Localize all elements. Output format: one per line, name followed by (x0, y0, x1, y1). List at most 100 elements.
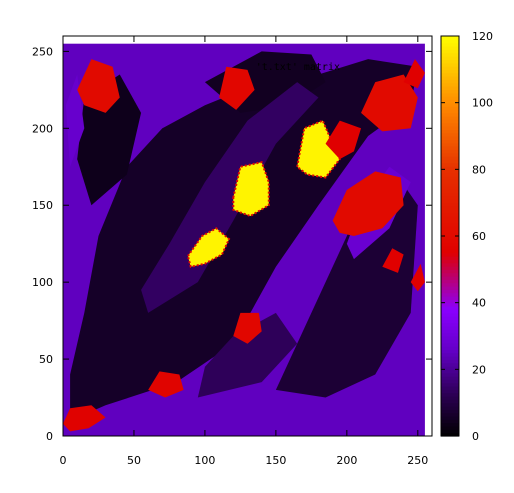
colorbar-segment (441, 159, 459, 164)
colorbar-segment (441, 62, 459, 67)
colorbar-segment (441, 172, 459, 177)
colorbar-segment (441, 346, 459, 350)
colorbar-segment (441, 196, 459, 200)
x-tick-label: 50 (127, 454, 141, 467)
colorbar-segment (441, 279, 459, 284)
colorbar-segment (441, 166, 459, 170)
colorbar-segment (441, 112, 459, 117)
colorbar-tick-label: 80 (472, 163, 486, 176)
colorbar-segment (441, 149, 459, 154)
heatmap-region-red-lower-mid (233, 312, 262, 344)
colorbar: 0 20 40 60 80 100 120 (440, 30, 493, 443)
colorbar-segment (441, 266, 459, 270)
colorbar-segment (441, 132, 459, 137)
colorbar-segment (441, 66, 459, 70)
colorbar-segment (441, 99, 459, 104)
colorbar-segment (441, 216, 459, 220)
colorbar-segment (441, 296, 459, 300)
colorbar-segment (441, 329, 459, 334)
colorbar-segment (441, 406, 459, 410)
colorbar-segment (441, 339, 459, 344)
colorbar-segment (441, 372, 459, 377)
colorbar-segment (441, 369, 459, 374)
x-tick-label: 150 (265, 454, 286, 467)
colorbar-segment (441, 382, 459, 387)
colorbar-segment (441, 432, 459, 437)
colorbar-segment (441, 122, 459, 127)
colorbar-segment (441, 366, 459, 370)
colorbar-segment (441, 79, 459, 84)
heatmap-region-mid-lower (197, 312, 298, 398)
colorbar-segment (441, 402, 459, 407)
colorbar-segment (441, 356, 459, 360)
colorbar-segment (441, 116, 459, 120)
colorbar-segment (441, 109, 459, 114)
colorbar-segment (441, 206, 459, 210)
x-tick-label: 100 (194, 454, 215, 467)
colorbar-segment (441, 322, 459, 327)
colorbar-segment (441, 309, 459, 314)
colorbar-segment (441, 239, 459, 244)
colorbar-segment (441, 126, 459, 130)
heatmap-region-red-small-a (382, 248, 404, 273)
colorbar-segment (441, 249, 459, 254)
colorbar-segment (441, 349, 459, 354)
colorbar-segment (441, 92, 459, 97)
colorbar-segment (441, 292, 459, 297)
colorbar-segment (441, 409, 459, 414)
colorbar-segment (441, 202, 459, 207)
colorbar-segment (441, 399, 459, 404)
y-tick-label: 250 (32, 45, 53, 58)
y-tick-label: 50 (39, 353, 53, 366)
colorbar-segment (441, 396, 459, 400)
colorbar-segment (441, 176, 459, 180)
colorbar-segment (441, 96, 459, 100)
colorbar-segment (441, 36, 459, 40)
colorbar-segment (441, 89, 459, 94)
x-tick-label: 250 (407, 454, 428, 467)
colorbar-segment (441, 262, 459, 267)
colorbar-segment (441, 286, 459, 290)
colorbar-segment (441, 319, 459, 324)
colorbar-segment (441, 156, 459, 160)
colorbar-segment (441, 342, 459, 347)
colorbar-segment (441, 186, 459, 190)
colorbar-segment (441, 39, 459, 44)
colorbar-segment (441, 46, 459, 50)
colorbar-segment (441, 389, 459, 394)
heatmap-region-red-right-top (361, 74, 418, 132)
colorbar-segment (441, 272, 459, 277)
colorbar-segment (441, 362, 459, 367)
heatmap-region-red-top-left (77, 59, 120, 113)
colorbar-segment (441, 212, 459, 217)
colorbar-segment (441, 232, 459, 237)
colorbar-segment (441, 192, 459, 197)
colorbar-tick-label: 100 (472, 97, 493, 110)
axis-layer: 0 50 100 150 200 250 0 50 100 150 200 250 (32, 36, 432, 467)
heatmap-region-red-small-b (410, 263, 425, 292)
colorbar-segment (441, 326, 459, 330)
colorbar-segment (441, 56, 459, 60)
colorbar-segment (441, 169, 459, 174)
heatmap-region-red-bottom-left (63, 405, 106, 432)
colorbar-segment (441, 289, 459, 294)
colorbar-segment (441, 119, 459, 124)
colorbar-segment (441, 376, 459, 380)
x-tick-label: 0 (60, 454, 67, 467)
colorbar-segment (441, 299, 459, 304)
heatmap-layer (63, 43, 425, 436)
colorbar-segment (441, 412, 459, 417)
colorbar-segment (441, 422, 459, 427)
colorbar-segment (441, 259, 459, 264)
colorbar-segment (441, 209, 459, 214)
colorbar-segment (441, 379, 459, 384)
colorbar-segment (441, 246, 459, 250)
colorbar-segment (441, 282, 459, 287)
colorbar-tick-label: 60 (472, 230, 486, 243)
y-tick-label: 100 (32, 276, 53, 289)
colorbar-segment (441, 76, 459, 80)
heatmap-region-red-top-mid (219, 66, 255, 110)
heatmap-region-red-lower-left (148, 371, 184, 398)
colorbar-segment (441, 42, 459, 47)
